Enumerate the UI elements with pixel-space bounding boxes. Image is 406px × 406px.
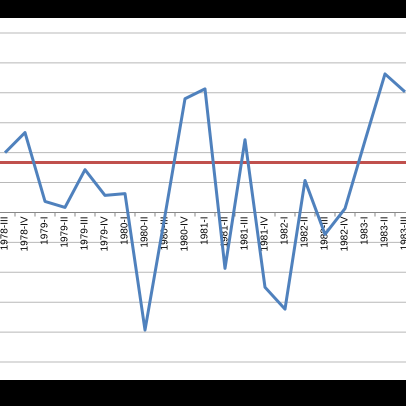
top-frame — [0, 0, 406, 18]
bottom-frame — [0, 380, 406, 406]
x-tick-label: 1979-III — [80, 216, 91, 250]
x-tick-label: 1981-IV — [260, 216, 271, 251]
x-tick-label: 1981-III — [240, 216, 251, 250]
x-tick-label: 1978-IV — [20, 216, 31, 251]
x-tick-label: 1983-II — [380, 216, 391, 247]
x-tick-label: 1981-II — [220, 216, 231, 247]
x-tick-label: 1980-III — [160, 216, 171, 250]
x-tick-label: 1981-I — [200, 216, 211, 244]
plot-background — [0, 18, 406, 380]
x-tick-label: 1978-III — [0, 216, 11, 250]
x-tick-label: 1980-II — [140, 216, 151, 247]
data-line — [3, 72, 406, 332]
x-tick-label: 1982-IV — [340, 216, 351, 251]
x-tick-label: 1983-I — [360, 216, 371, 244]
x-tick-label: 1980-IV — [180, 216, 191, 251]
x-tick-label: 1979-II — [60, 216, 71, 247]
x-tick-label: 1982-II — [300, 216, 311, 247]
x-tick-label: 1979-IV — [100, 216, 111, 251]
x-tick-label: 1983-III — [400, 216, 406, 250]
x-tick-label: 1980-I — [120, 216, 131, 244]
x-tick-label: 1979-I — [40, 216, 51, 244]
x-tick-label: 1982-I — [280, 216, 291, 244]
